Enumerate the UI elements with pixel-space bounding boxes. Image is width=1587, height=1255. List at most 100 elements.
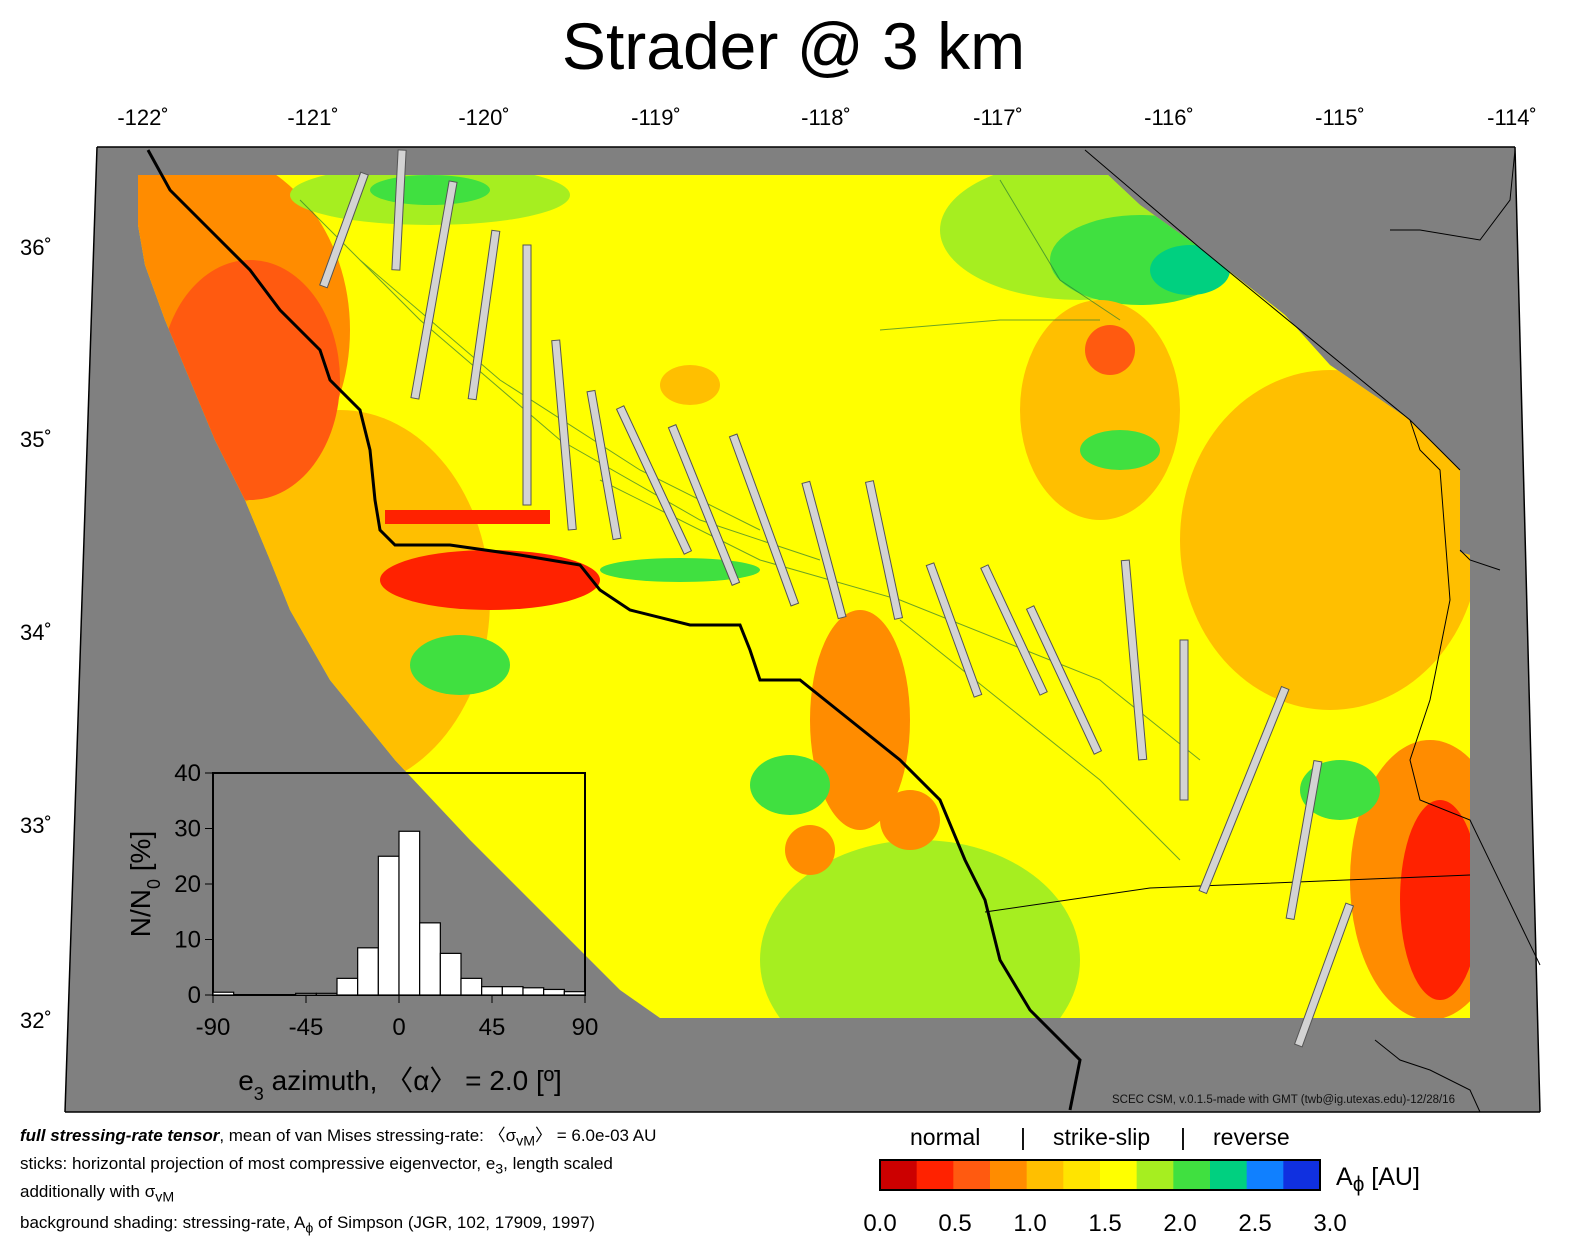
stress-sticks xyxy=(319,149,1355,1048)
histogram-y-tick-label: 40 xyxy=(174,760,201,787)
caption-symbol: 〈σ xyxy=(488,1126,517,1145)
lat-tick-label: 32˚ xyxy=(20,1008,52,1033)
colorbar-swatch xyxy=(1026,1160,1064,1190)
state-border xyxy=(1084,149,1541,1113)
histogram-bar xyxy=(543,988,565,996)
map-title: Strader @ 3 km xyxy=(561,9,1026,83)
histogram-y-tick-label: 20 xyxy=(174,871,201,898)
histogram-bar xyxy=(212,991,235,996)
colorbar-tick: 1.0 xyxy=(1013,1210,1047,1237)
caption-text: of Simpson (JGR, 102, 17909, 1997) xyxy=(313,1213,595,1232)
histogram-bar xyxy=(315,992,338,996)
histogram-bar xyxy=(481,986,503,996)
colorbar-swatch xyxy=(1246,1160,1284,1190)
regime-label-strike-slip: strike-slip xyxy=(1053,1124,1151,1150)
histogram-y-tick-label: 0 xyxy=(188,982,201,1009)
colorbar-tick-labels: 0.0 0.5 1.0 1.5 2.0 2.5 3.0 xyxy=(860,1210,1360,1240)
colorbar-tick: 1.5 xyxy=(1088,1210,1122,1237)
colorbar-swatch xyxy=(1063,1160,1101,1190)
caption-text: sticks: horizontal projection of most co… xyxy=(20,1154,496,1173)
histogram-bars xyxy=(212,830,586,996)
histogram-xlabel: e3 azimuth, 〈α〉 = 2.0 [º] xyxy=(238,1065,562,1104)
colorbar-swatch xyxy=(1210,1160,1248,1190)
lon-tick-label: -115˚ xyxy=(1315,105,1365,130)
caption-subscript: ϕ xyxy=(305,1220,314,1237)
regime-separator: | xyxy=(1020,1124,1026,1150)
caption-text: additionally with σ xyxy=(20,1182,156,1201)
colorbar-frame xyxy=(879,1159,1321,1191)
colorbar-swatch xyxy=(1136,1160,1174,1190)
histogram-x-tick-label: 45 xyxy=(479,1014,506,1041)
lat-tick-label: 33˚ xyxy=(20,813,52,838)
histogram-bar xyxy=(439,952,462,996)
caption-text: , length scaled xyxy=(503,1154,613,1173)
colorbar-title: Aϕ [AU] xyxy=(1336,1163,1420,1196)
regime-label-normal: normal xyxy=(910,1124,981,1150)
histogram-ylabel: N/N0 [%] xyxy=(125,831,164,937)
caption-subscript: 3 xyxy=(495,1161,504,1178)
coastline xyxy=(146,149,1082,1111)
lon-tick-label: -122˚ xyxy=(117,105,168,130)
lon-tick-label: -119˚ xyxy=(631,105,681,130)
lon-tick-label: -114˚ xyxy=(1487,105,1537,130)
caption-bold-text: full stressing-rate tensor xyxy=(20,1126,220,1145)
histogram-x-tick-label: -45 xyxy=(289,1014,324,1041)
histogram-bar xyxy=(398,830,421,996)
regime-separator: | xyxy=(1180,1124,1186,1150)
lat-tick-label: 36˚ xyxy=(20,235,52,260)
histogram-y-tick-label: 10 xyxy=(174,927,201,954)
histogram-bar xyxy=(377,855,400,996)
lat-tick-label: 34˚ xyxy=(20,620,52,645)
histogram-bar xyxy=(563,991,586,996)
map-credit: SCEC CSM, v.0.1.5-made with GMT (twb@ig.… xyxy=(1112,1094,1455,1106)
histogram-bar xyxy=(501,986,524,996)
border-line xyxy=(984,874,1471,913)
histogram-x-ticks: -90 -45 0 45 90 xyxy=(196,995,599,1041)
histogram-bar xyxy=(295,992,317,996)
histogram-inset: -90 -45 0 45 90 0 10 20 30 40 N/N0 [%] e3 azimut… xyxy=(125,760,598,1104)
histogram-bar xyxy=(336,977,359,996)
lat-tick-label: 35˚ xyxy=(20,427,52,452)
lon-tick-labels: -122˚ -121˚ -120˚ -119˚ -118˚ -117˚ -116… xyxy=(117,105,1537,130)
histogram-x-tick-label: 90 xyxy=(572,1014,599,1041)
regime-label-reverse: reverse xyxy=(1213,1124,1290,1150)
lon-tick-label: -121˚ xyxy=(287,105,338,130)
colorbar-tick: 0.0 xyxy=(863,1210,897,1237)
regime-labels: normal | strike-slip | reverse xyxy=(880,1124,1320,1152)
colorbar-swatch xyxy=(1100,1160,1138,1190)
histogram-x-tick-label: 0 xyxy=(392,1014,405,1041)
colorbar-swatch xyxy=(1173,1160,1211,1190)
colorbar xyxy=(879,1159,1321,1191)
histogram-x-tick-label: -90 xyxy=(196,1014,231,1041)
lon-tick-label: -117˚ xyxy=(973,105,1023,130)
caption-text: background shading: stressing-rate, A xyxy=(20,1213,306,1232)
histogram-bar xyxy=(419,922,441,996)
caption-line-4: background shading: stressing-rate, Aϕ o… xyxy=(20,1212,595,1239)
lon-tick-label: -118˚ xyxy=(801,105,851,130)
histogram-bar xyxy=(460,977,483,996)
colorbar-swatch xyxy=(916,1160,954,1190)
colorbar-tick: 2.5 xyxy=(1238,1210,1272,1237)
colorbar-tick: 2.0 xyxy=(1163,1210,1197,1237)
histogram-y-tick-label: 30 xyxy=(174,816,201,843)
caption-text: 〉 = 6.0e-03 AU xyxy=(534,1126,657,1145)
caption-subscript: vM xyxy=(155,1189,175,1206)
frame-ticks xyxy=(64,146,1541,1113)
caption-line-2: sticks: horizontal projection of most co… xyxy=(20,1153,613,1180)
caption-line-3: additionally with σvM xyxy=(20,1181,174,1208)
lon-tick-label: -120˚ xyxy=(458,105,509,130)
histogram-y-ticks: 0 10 20 30 40 xyxy=(174,760,213,1009)
lat-tick-labels: 36˚ 35˚ 34˚ 33˚ 32˚ xyxy=(20,235,52,1033)
caption-subscript: vM xyxy=(516,1133,535,1150)
colorbar-swatch xyxy=(953,1160,991,1190)
caption-line-1: full stressing-rate tensor, mean of van … xyxy=(20,1125,656,1152)
lon-tick-label: -116˚ xyxy=(1144,105,1194,130)
caption-text: , mean of van Mises stressing-rate: xyxy=(219,1126,489,1145)
colorbar-tick: 3.0 xyxy=(1313,1210,1347,1237)
colorbar-tick: 0.5 xyxy=(938,1210,972,1237)
colorbar-swatch xyxy=(990,1160,1028,1190)
colorbar-swatch xyxy=(1283,1160,1321,1190)
histogram-bar xyxy=(357,947,379,996)
histogram-bar xyxy=(522,987,545,996)
